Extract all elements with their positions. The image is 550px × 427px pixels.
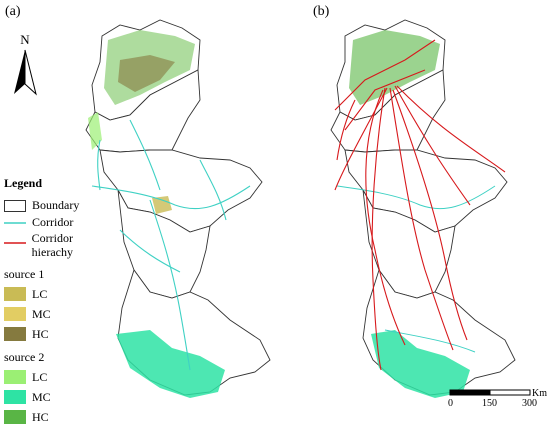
legend-item-label: LC xyxy=(32,286,48,301)
scale-tick-150: 150 xyxy=(482,398,497,409)
habitat-source-patches xyxy=(88,30,225,398)
swatch-source1-mc xyxy=(4,307,26,321)
habitat-patch-south xyxy=(116,330,225,398)
corridor-line xyxy=(149,199,191,371)
legend-row-hierarchy: Corridor hierachy xyxy=(4,231,116,261)
legend-item-label: MC xyxy=(32,306,51,321)
corridor-line xyxy=(129,119,161,191)
legend-source2-hc: HC xyxy=(4,407,116,427)
hierarchy-line xyxy=(365,89,406,346)
hierarchy-line xyxy=(336,99,356,161)
legend-source1-lc: LC xyxy=(4,284,116,304)
legend-source1-hc: HC xyxy=(4,324,116,344)
habitat-patch-center xyxy=(152,196,172,214)
legend-source1-label: source 1 xyxy=(4,267,45,281)
hierarchy-line xyxy=(394,85,471,206)
corridor-layer xyxy=(91,119,251,371)
swatch-source2-hc xyxy=(4,410,26,424)
habitat-patch-north xyxy=(349,30,440,105)
boundary-symbol xyxy=(4,199,26,212)
hierarchy-line xyxy=(396,85,506,173)
habitat-patch-south xyxy=(371,330,470,398)
swatch-source1-hc xyxy=(4,327,26,341)
legend-source2-label: source 2 xyxy=(4,350,45,364)
habitat-source-patches xyxy=(349,30,470,398)
north-label: N xyxy=(20,32,30,47)
legend-source2-lc: LC xyxy=(4,367,116,387)
legend-hierarchy-label: Corridor hierachy xyxy=(31,231,73,259)
legend-source2-mc: MC xyxy=(4,387,116,407)
hierarchy-line xyxy=(334,39,436,111)
hierarchy-line xyxy=(392,89,468,341)
corridor-line xyxy=(336,185,496,210)
legend-row-corridor: Corridor xyxy=(4,214,116,231)
scale-tick-0: 0 xyxy=(448,398,453,409)
legend-boundary-label: Boundary xyxy=(32,198,80,212)
hierarchy-symbol xyxy=(4,242,26,244)
legend: Legend Boundary Corridor Corridor hierac… xyxy=(4,176,116,427)
corridor-line xyxy=(91,185,251,210)
scale-bar: 0 150 300 Km xyxy=(448,388,547,412)
legend-source1-mc: MC xyxy=(4,304,116,324)
corridor-line xyxy=(199,159,227,221)
habitat-patch-north-core xyxy=(118,55,175,92)
map-a xyxy=(85,19,271,398)
hierarchy-line xyxy=(371,87,386,371)
north-arrow-icon xyxy=(14,49,37,96)
swatch-source2-mc xyxy=(4,390,26,404)
hierarchy-line xyxy=(389,87,454,351)
legend-item-label: HC xyxy=(32,326,49,341)
north-arrow: N xyxy=(10,32,40,102)
panel-label-b: (b) xyxy=(313,4,330,19)
legend-item-label: HC xyxy=(32,409,49,424)
swatch-source2-lc xyxy=(4,370,26,384)
legend-row-boundary: Boundary xyxy=(4,197,116,214)
scale-bar-graphic xyxy=(449,389,531,396)
legend-item-label: LC xyxy=(32,369,48,384)
corridor-line xyxy=(119,229,181,273)
corridor-line xyxy=(97,139,101,191)
hierarchy-line xyxy=(344,69,426,131)
legend-title: Legend xyxy=(4,176,43,190)
scale-tick-300: 300 xyxy=(522,398,537,409)
corridor-line xyxy=(384,329,476,353)
corridor-hierarchy-layer xyxy=(334,39,506,371)
hierarchy-line xyxy=(334,87,388,191)
panel-label-a: (a) xyxy=(5,4,21,19)
legend-corridor-label: Corridor xyxy=(32,215,74,229)
map-b xyxy=(330,19,516,398)
swatch-source1-lc xyxy=(4,287,26,301)
scale-unit: Km xyxy=(532,388,547,399)
legend-item-label: MC xyxy=(32,389,51,404)
habitat-patch-west xyxy=(88,112,102,150)
corridor-layer xyxy=(336,185,496,353)
corridor-symbol xyxy=(4,221,26,224)
